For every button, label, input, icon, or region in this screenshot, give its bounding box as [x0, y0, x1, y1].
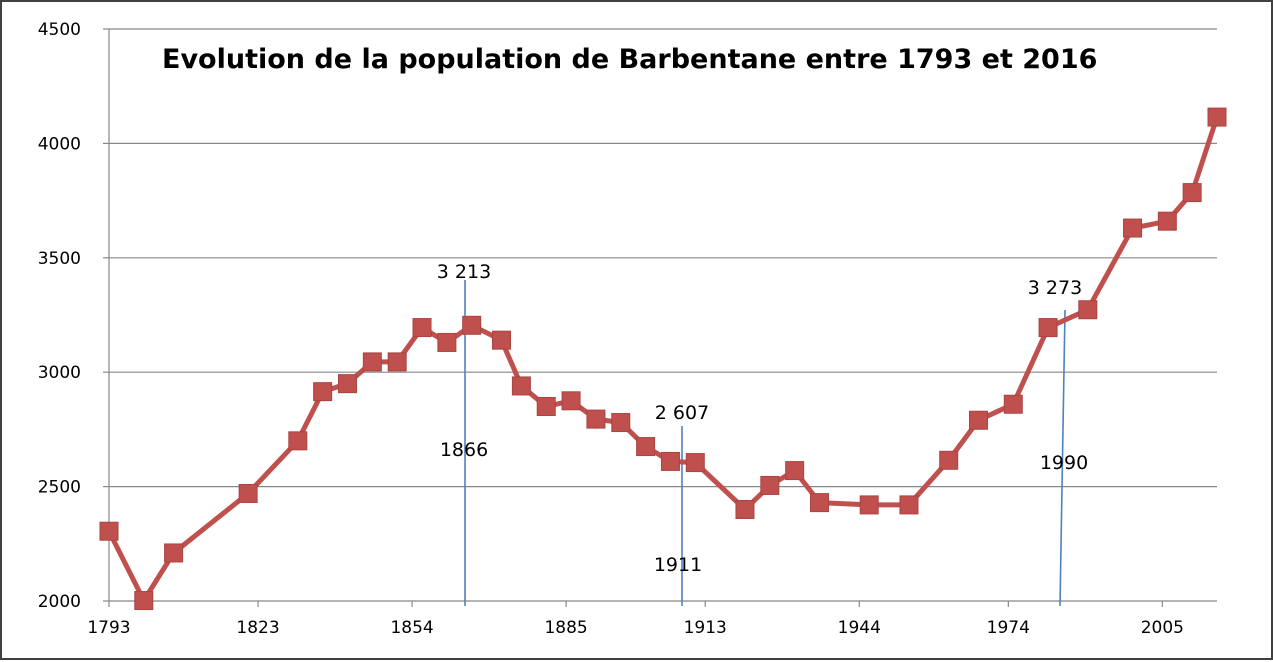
- tick-labels: 2000 2500 3000 3500 4000 4500 1793 1823 1854 1885…: [38, 20, 1184, 638]
- annotation-year-label: 1990: [1040, 452, 1088, 474]
- data-point: [561, 391, 581, 411]
- data-point: [362, 352, 382, 372]
- x-tick-label: 1974: [987, 618, 1030, 638]
- data-point: [492, 330, 512, 350]
- data-point: [337, 374, 357, 394]
- y-tick-label: 3000: [38, 363, 81, 383]
- annotation-lines: [464, 280, 1066, 607]
- data-point: [536, 397, 556, 417]
- data-point: [859, 495, 879, 515]
- data-point: [1157, 211, 1177, 231]
- gridlines: [109, 28, 1217, 488]
- x-tick-label: 1793: [87, 618, 130, 638]
- data-point: [810, 493, 830, 513]
- annotation-value-label: 2 607: [655, 402, 709, 424]
- data-point: [586, 409, 606, 429]
- x-tick-label: 1885: [544, 618, 587, 638]
- data-point: [899, 495, 919, 515]
- y-tick-label: 2000: [38, 592, 81, 612]
- data-point: [387, 352, 407, 372]
- chart-title: Evolution de la population de Barbentane…: [162, 44, 1097, 75]
- data-point: [288, 431, 308, 451]
- data-point: [511, 376, 531, 396]
- series-line: [106, 116, 1220, 603]
- x-tick-label: 1854: [390, 618, 433, 638]
- data-point: [1182, 183, 1202, 203]
- x-tick-label: 1823: [236, 618, 279, 638]
- data-point: [437, 332, 457, 352]
- x-tick-label: 1913: [684, 618, 727, 638]
- y-tick-label: 3500: [38, 249, 81, 269]
- y-tick-label: 4000: [38, 134, 81, 154]
- data-point: [611, 413, 631, 433]
- data-point: [760, 475, 780, 495]
- series-population: [99, 107, 1227, 611]
- x-tick-label: 2005: [1141, 618, 1184, 638]
- data-point: [685, 453, 705, 473]
- data-point: [969, 410, 989, 430]
- data-point: [1207, 107, 1227, 127]
- axes: [103, 28, 1217, 607]
- data-point: [238, 483, 258, 503]
- data-point: [636, 437, 656, 457]
- annotation-labels: 3 213 1866 2 607 1911 3 273 1990: [437, 261, 1088, 576]
- annotation-year-label: 1911: [654, 554, 702, 576]
- data-point: [1038, 318, 1058, 338]
- data-point: [1123, 218, 1143, 238]
- data-point: [412, 318, 432, 338]
- data-point: [99, 521, 119, 541]
- annotation-value-label: 3 213: [437, 261, 491, 283]
- annotation-value-label: 3 273: [1028, 277, 1082, 299]
- x-tick-label: 1944: [838, 618, 881, 638]
- data-point: [939, 450, 959, 470]
- y-tick-label: 4500: [38, 20, 81, 40]
- data-point: [1003, 394, 1023, 414]
- data-point: [660, 451, 680, 471]
- annotation-line: [1059, 309, 1066, 607]
- data-point: [462, 315, 482, 335]
- y-tick-label: 2500: [38, 478, 81, 498]
- data-point: [785, 461, 805, 481]
- data-point: [134, 591, 154, 611]
- data-point: [1078, 300, 1098, 320]
- data-point: [313, 382, 333, 402]
- data-point: [735, 499, 755, 519]
- data-point: [164, 543, 184, 563]
- annotation-year-label: 1866: [440, 439, 488, 461]
